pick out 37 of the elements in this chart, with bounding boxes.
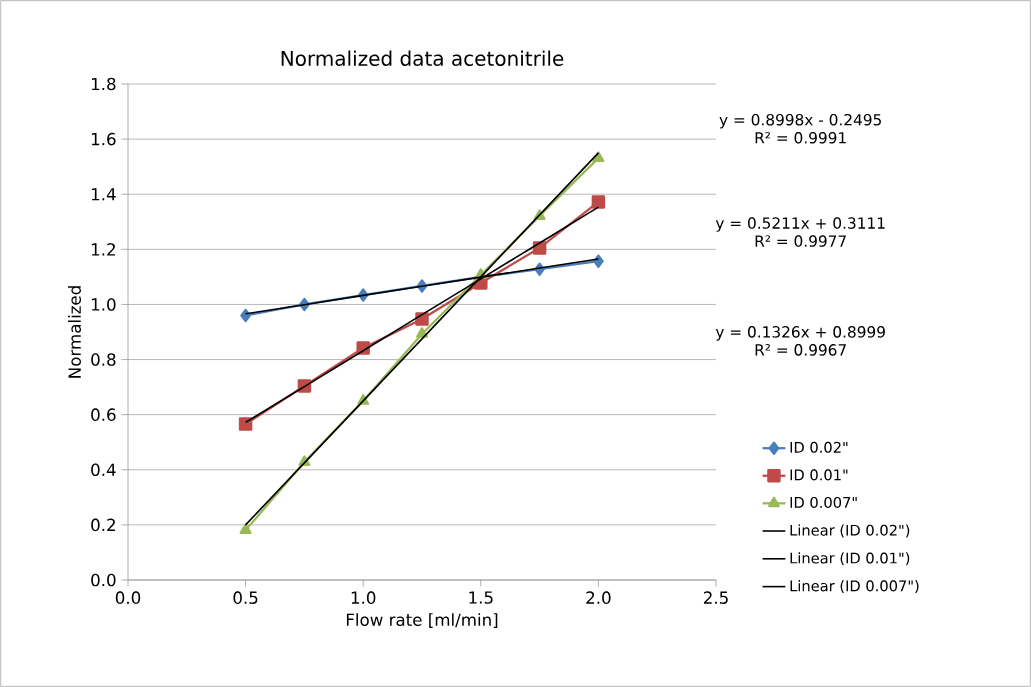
y-tick-label: 0.0 [91, 573, 116, 587]
text: R² = 0.9977 [755, 235, 846, 247]
legend-label: Linear (ID 0.01") [790, 552, 910, 566]
x-axis-title: Flow rate [ml/min] [346, 613, 498, 628]
y-tick-label: 0.8 [91, 353, 116, 366]
y-tick-label: 0.2 [91, 518, 115, 532]
point [239, 523, 252, 535]
x-tick-label: 0.0 [115, 591, 141, 604]
annotation: y = 0.1326x + 0.8999 [715, 326, 885, 341]
y-tick-label: 1.0 [91, 298, 116, 311]
x-tick-label: 2.0 [586, 591, 611, 604]
legend-label: Linear (ID 0.02") [790, 524, 910, 538]
point [240, 308, 251, 323]
y-tick-label: 1.8 [91, 77, 116, 91]
y-axis-title: Normalized [68, 286, 81, 378]
chart-title: Normalized data acetonitrile [281, 50, 564, 66]
point [532, 241, 547, 255]
legend-label: ID 0.01" [790, 469, 848, 481]
y-tick-label: 1.2 [91, 243, 115, 256]
legend-label: Linear (ID 0.007") [790, 580, 919, 594]
point [593, 254, 604, 268]
x-tick-label: 1.5 [469, 591, 493, 604]
text: y = 0.8998x - 0.2495 [719, 113, 881, 129]
y-tick-label: 0.6 [91, 408, 116, 421]
legend-label: ID 0.007" [790, 496, 857, 508]
point [238, 417, 253, 431]
x-tick-label: 0.5 [233, 591, 258, 604]
x-tick-label: 1.0 [351, 591, 376, 604]
x-tick-label: 2.5 [703, 591, 728, 604]
annotation: y = 0.5211x + 0.3111 [715, 217, 885, 232]
y-tick-label: 1.4 [91, 188, 116, 201]
y-tick-label: 0.4 [91, 463, 116, 477]
text: R² = 0.9991 [755, 131, 846, 144]
point [591, 195, 606, 209]
y-tick-label: 1.6 [91, 132, 116, 146]
legend-label: ID 0.02" [790, 441, 848, 453]
text: R² = 0.9967 [755, 344, 846, 356]
